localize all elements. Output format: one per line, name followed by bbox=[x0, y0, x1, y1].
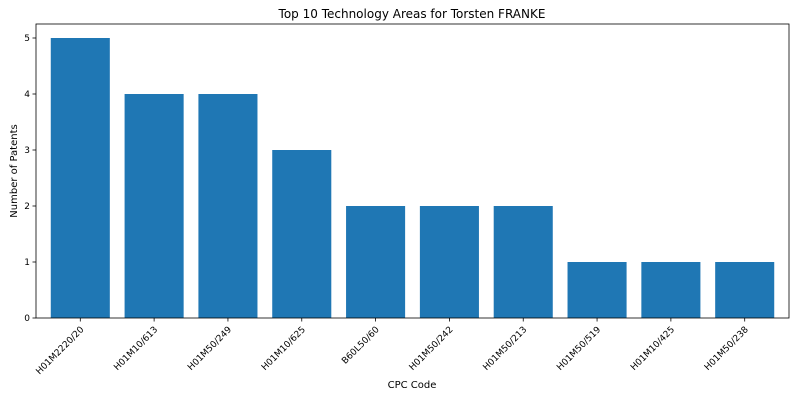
bar-1 bbox=[51, 38, 110, 318]
x-tick-label: B60L50/60 bbox=[340, 325, 382, 367]
x-axis: H01M2220/20 H01M10/613 H01M50/249 H01M10/62… bbox=[35, 318, 751, 377]
bar-9 bbox=[641, 262, 700, 318]
x-tick-label: H01M50/519 bbox=[555, 325, 603, 373]
chart-title: Top 10 Technology Areas for Torsten FRAN… bbox=[278, 7, 546, 21]
x-axis-label: CPC Code bbox=[388, 380, 437, 391]
bar-3 bbox=[198, 94, 257, 318]
y-axis-label: Number of Patents bbox=[9, 124, 20, 217]
y-tick-label: 1 bbox=[24, 258, 30, 268]
x-tick-label: H01M10/625 bbox=[260, 325, 308, 373]
y-axis: 0 1 2 3 4 5 bbox=[24, 34, 36, 324]
y-tick-label: 0 bbox=[24, 314, 30, 324]
y-tick-label: 3 bbox=[24, 146, 30, 156]
bars-layer bbox=[51, 38, 774, 318]
y-tick-label: 4 bbox=[24, 90, 30, 100]
bar-4 bbox=[272, 150, 331, 318]
x-tick-label: H01M10/613 bbox=[112, 325, 160, 373]
bar-7 bbox=[494, 206, 553, 318]
bar-5 bbox=[346, 206, 405, 318]
bar-8 bbox=[568, 262, 627, 318]
x-tick-label: H01M50/249 bbox=[186, 325, 234, 373]
bar-2 bbox=[125, 94, 184, 318]
x-tick-label: H01M50/242 bbox=[408, 325, 456, 373]
x-tick-label: H01M2220/20 bbox=[35, 325, 87, 377]
y-tick-label: 5 bbox=[24, 34, 30, 44]
x-tick-label: H01M50/238 bbox=[703, 325, 751, 373]
bar-10 bbox=[715, 262, 774, 318]
x-tick-label: H01M10/425 bbox=[629, 325, 677, 373]
bar-6 bbox=[420, 206, 479, 318]
x-tick-label: H01M50/213 bbox=[482, 325, 530, 373]
y-tick-label: 2 bbox=[24, 202, 30, 212]
